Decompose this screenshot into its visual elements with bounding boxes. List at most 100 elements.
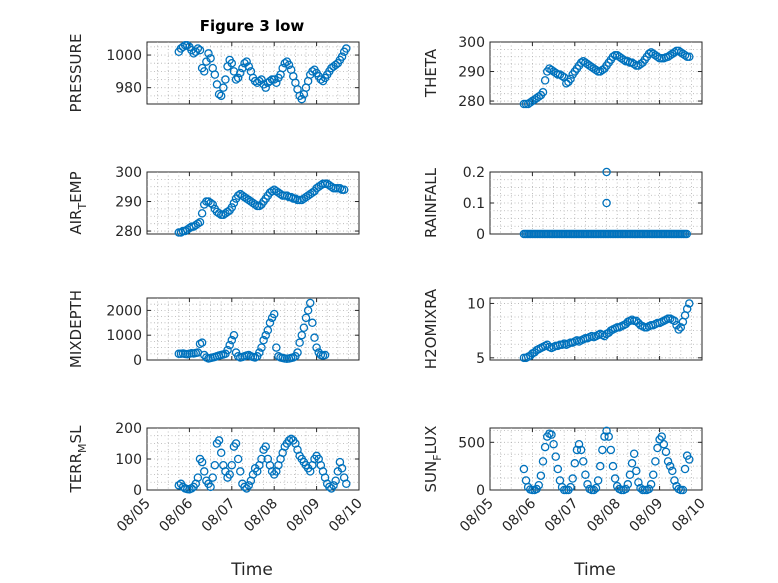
data-point (308, 188, 317, 197)
data-point (189, 49, 198, 58)
data-point (602, 426, 611, 436)
data-point (308, 318, 317, 328)
data-point (259, 335, 268, 345)
x-tick-label: 08/07 (542, 496, 582, 536)
data-point (659, 439, 669, 449)
y-tick-label: 0 (133, 353, 142, 369)
data-point (212, 80, 222, 89)
data-point (316, 75, 326, 84)
data-point (233, 73, 243, 83)
x-tick-label: 08/08 (584, 496, 624, 536)
data-point (672, 320, 681, 330)
data-point (566, 482, 575, 492)
series-markers (519, 46, 694, 109)
data-point (227, 203, 237, 212)
series-markers (519, 426, 694, 495)
data-point (538, 87, 548, 97)
data-point (187, 484, 196, 493)
y-tick-label: 0 (476, 227, 485, 243)
y-axis-label: RAINFALL (422, 167, 440, 238)
data-point (197, 457, 207, 467)
data-point (199, 67, 209, 76)
y-tick-label: 0 (476, 483, 485, 499)
x-tick-label: 08/10 (326, 496, 366, 536)
data-point (680, 464, 690, 474)
data-point (665, 461, 675, 471)
panel-third-right: 5 10 H2OMIXRA (422, 288, 703, 369)
panel-second-left: 280 290 300 AIRTEMP (67, 165, 360, 240)
plot-area (489, 427, 703, 491)
y-tick-label: 290 (115, 195, 142, 211)
x-tick-label: 08/07 (199, 496, 239, 536)
y-axis-label: H2OMIXRA (422, 288, 440, 369)
data-point (193, 219, 203, 228)
data-point (608, 461, 618, 471)
data-point (284, 60, 294, 70)
data-point (572, 445, 582, 455)
data-point (576, 445, 586, 455)
data-point (562, 79, 571, 88)
data-point (214, 209, 224, 218)
x-tick-label: 08/05 (457, 496, 497, 536)
data-point (335, 183, 345, 193)
data-point (225, 470, 234, 479)
data-point (632, 466, 641, 476)
data-point (625, 470, 635, 479)
data-point (195, 217, 205, 227)
data-point (678, 485, 688, 495)
y-tick-label: 280 (115, 224, 142, 240)
y-tick-label: 100 (115, 452, 142, 468)
panel-bottom-right: 0 500 08/05 08/06 08/07 08/08 08/09 08/10 SUNFLU… (422, 426, 709, 536)
data-point (214, 89, 224, 99)
series-markers (519, 167, 691, 239)
data-point (227, 58, 237, 68)
data-point (579, 457, 588, 466)
data-point (231, 75, 241, 84)
data-point (623, 480, 633, 489)
y-tick-label: 0 (133, 483, 142, 499)
data-point (534, 480, 544, 490)
data-point (197, 338, 207, 347)
data-point (204, 49, 213, 58)
data-point (219, 83, 228, 92)
data-point (195, 45, 205, 55)
data-point (183, 41, 192, 50)
data-point (278, 63, 287, 73)
data-point (206, 198, 215, 208)
data-point (331, 476, 340, 485)
data-point (331, 60, 340, 70)
data-point (663, 457, 673, 466)
data-point (674, 325, 683, 334)
data-point (685, 299, 694, 308)
data-point (644, 484, 654, 494)
data-point (653, 443, 662, 453)
data-point (634, 478, 643, 487)
y-tick-label: 980 (115, 81, 142, 97)
y-tick-label: 1000 (106, 328, 142, 344)
y-tick-label: 280 (458, 94, 485, 110)
data-point (536, 471, 546, 480)
x-tick-label: 08/05 (114, 496, 154, 536)
data-point (255, 348, 264, 357)
data-point (178, 42, 188, 52)
data-point (670, 476, 679, 485)
data-point (244, 481, 254, 490)
data-point (621, 484, 630, 494)
y-tick-label: 2000 (106, 303, 142, 319)
data-point (263, 325, 273, 335)
y-tick-label: 0.2 (463, 165, 485, 181)
data-point (272, 78, 281, 88)
data-point (236, 467, 245, 476)
data-point (293, 348, 302, 357)
y-tick-label: 1000 (106, 48, 142, 64)
data-point (651, 457, 660, 466)
data-point (591, 65, 601, 75)
data-point (593, 476, 603, 485)
data-point (308, 67, 317, 76)
y-tick-label: 200 (115, 421, 142, 437)
data-point (229, 198, 239, 208)
data-point (250, 200, 260, 209)
data-point (551, 452, 560, 461)
y-tick-label: 5 (476, 351, 485, 367)
grid (490, 172, 702, 234)
